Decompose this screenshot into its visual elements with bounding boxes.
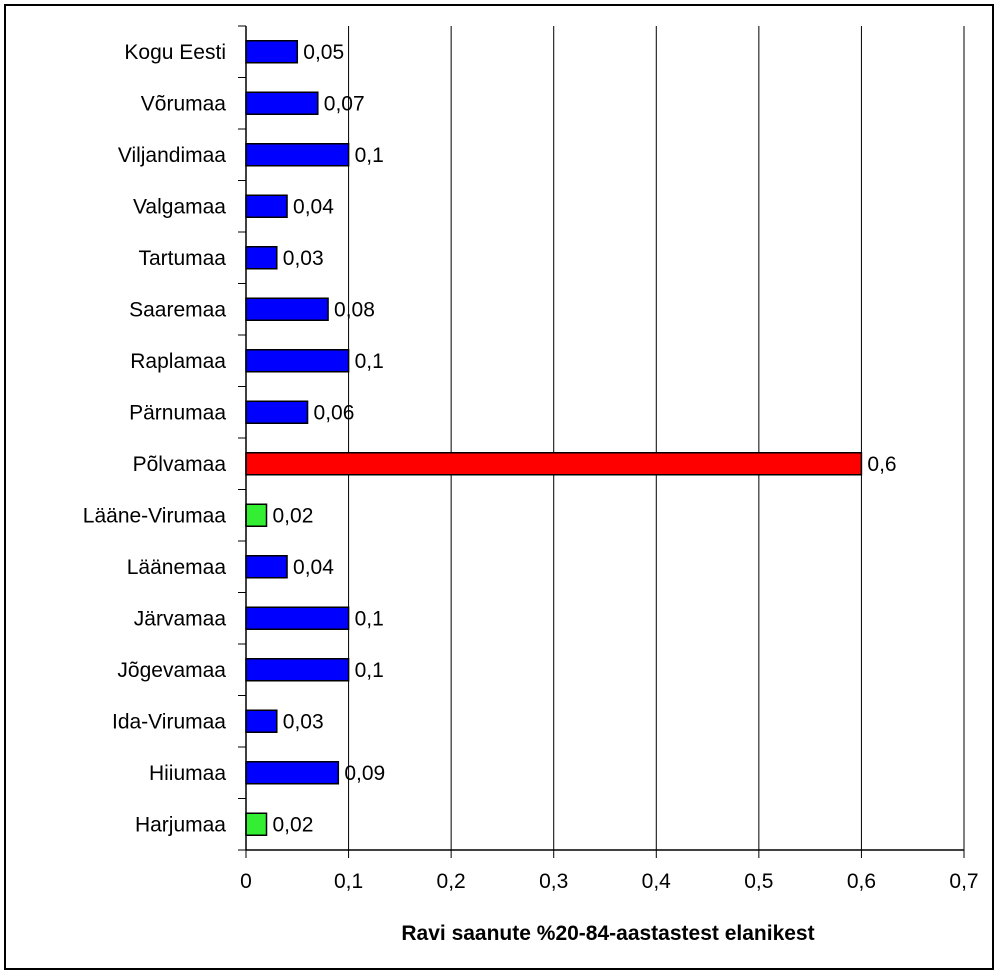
category-label: Harjumaa xyxy=(135,813,226,836)
x-tick-label: 0,4 xyxy=(642,870,672,893)
x-tick-labels: 0 0,1 0,2 0,3 0,4 0,5 0,6 0,7 xyxy=(240,870,978,893)
bar xyxy=(245,143,350,167)
category-labels: Kogu Eesti Võrumaa Viljandimaa Valgamaa Tart… xyxy=(83,41,227,837)
bar xyxy=(245,194,288,218)
category-label: Raplamaa xyxy=(130,350,226,373)
category-label: Kogu Eesti xyxy=(124,41,226,64)
bar xyxy=(245,452,863,476)
axes xyxy=(245,26,964,851)
value-label: 0,05 xyxy=(303,41,344,64)
value-label: 0,02 xyxy=(273,813,314,836)
value-label: 0,06 xyxy=(314,401,355,424)
category-label: Võrumaa xyxy=(141,92,227,115)
value-label: 0,08 xyxy=(334,298,375,321)
bar xyxy=(245,400,309,424)
bar xyxy=(245,349,350,373)
value-label: 0,6 xyxy=(867,453,896,476)
value-label: 0,1 xyxy=(355,607,384,630)
category-label: Tartumaa xyxy=(138,247,226,270)
bar xyxy=(245,761,340,785)
bar xyxy=(245,606,350,630)
x-tick-label: 0,1 xyxy=(334,870,363,893)
x-axis-title: Ravi saanute %20-84-aastastest elanikest xyxy=(401,922,814,945)
bar xyxy=(245,658,350,682)
category-label: Läänemaa xyxy=(127,556,227,579)
value-label: 0,1 xyxy=(355,659,384,682)
bar xyxy=(245,555,288,579)
value-label: 0,04 xyxy=(293,556,334,579)
x-tick-label: 0,3 xyxy=(539,870,568,893)
value-label: 0,03 xyxy=(283,710,324,733)
bar xyxy=(245,246,278,270)
bars xyxy=(245,40,863,836)
category-label: Saaremaa xyxy=(129,298,226,321)
category-label: Valgamaa xyxy=(133,195,226,218)
category-label: Jõgevamaa xyxy=(117,659,226,682)
category-label: Järvamaa xyxy=(134,607,227,630)
x-tick-label: 0,6 xyxy=(847,870,876,893)
category-label: Ida-Virumaa xyxy=(112,710,226,733)
category-label: Hiiumaa xyxy=(149,762,226,785)
value-label: 0,04 xyxy=(293,195,334,218)
value-label: 0,03 xyxy=(283,247,324,270)
bar xyxy=(245,297,329,321)
chart-frame xyxy=(4,4,994,970)
bar xyxy=(245,709,278,733)
x-tick-label: 0,7 xyxy=(949,870,978,893)
value-label: 0,1 xyxy=(355,350,384,373)
value-label: 0,02 xyxy=(273,504,314,527)
x-tick-label: 0,5 xyxy=(744,870,773,893)
bar xyxy=(245,91,319,115)
category-label: Põlvamaa xyxy=(133,453,227,476)
value-label: 0,1 xyxy=(355,144,384,167)
category-label: Viljandimaa xyxy=(118,144,226,167)
value-label: 0,07 xyxy=(324,92,365,115)
x-tick-label: 0,2 xyxy=(437,870,466,893)
bar xyxy=(245,40,299,64)
x-tick-label: 0 xyxy=(240,870,252,893)
value-labels: 0,05 0,07 0,1 0,04 0,03 0,08 0,1 0,06 0,6 0,02 0,0… xyxy=(273,41,897,837)
bar xyxy=(245,812,268,836)
category-label: Lääne-Virumaa xyxy=(83,504,227,527)
bar xyxy=(245,503,268,527)
category-label: Pärnumaa xyxy=(129,401,226,424)
value-label: 0,09 xyxy=(344,762,385,785)
